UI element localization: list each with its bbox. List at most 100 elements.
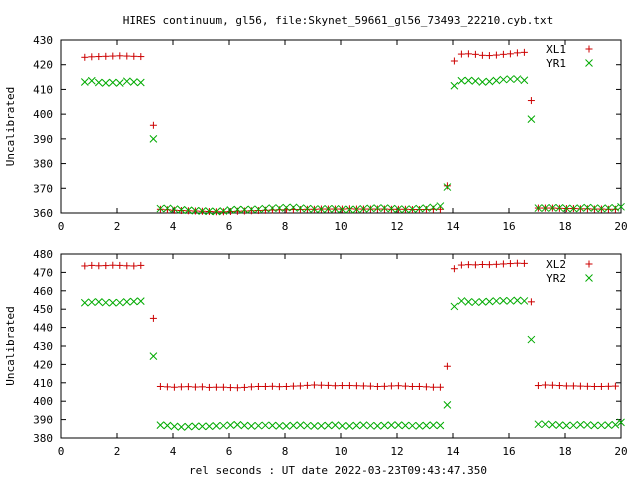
data-point bbox=[303, 204, 312, 213]
data-point bbox=[443, 401, 452, 409]
data-point bbox=[457, 50, 465, 58]
data-point bbox=[205, 383, 213, 391]
data-point bbox=[569, 382, 577, 390]
data-point bbox=[499, 50, 507, 58]
data-point bbox=[233, 384, 241, 392]
data-point bbox=[387, 421, 396, 429]
data-point bbox=[115, 79, 124, 87]
data-point bbox=[149, 314, 157, 322]
legend-label: YR2 bbox=[546, 272, 566, 285]
data-point bbox=[191, 383, 199, 391]
x-tick-label: 14 bbox=[446, 220, 460, 233]
data-point bbox=[485, 52, 493, 60]
data-point bbox=[597, 204, 606, 213]
x-tick-label: 4 bbox=[170, 220, 177, 233]
y-tick-label: 380 bbox=[33, 432, 53, 445]
data-point bbox=[282, 203, 291, 212]
data-point bbox=[366, 205, 374, 213]
data-point bbox=[275, 422, 284, 430]
series-yr2 bbox=[80, 296, 625, 431]
data-point bbox=[254, 205, 263, 214]
data-point bbox=[492, 76, 501, 85]
x-tick-label: 8 bbox=[282, 220, 289, 233]
x-tick-label: 16 bbox=[502, 445, 515, 458]
data-point bbox=[261, 382, 269, 390]
data-point bbox=[123, 262, 131, 270]
data-point bbox=[450, 57, 458, 65]
data-point bbox=[471, 77, 480, 85]
x-tick-label: 12 bbox=[390, 220, 403, 233]
data-point bbox=[506, 260, 514, 268]
chart-title: HIRES continuum, gl56, file:Skynet_59661… bbox=[123, 14, 553, 27]
data-point bbox=[129, 297, 138, 306]
data-point bbox=[116, 261, 124, 269]
data-point bbox=[191, 206, 200, 215]
data-point bbox=[156, 205, 164, 213]
data-point bbox=[352, 205, 361, 214]
data-point bbox=[617, 202, 625, 211]
legend-label: XL1 bbox=[546, 43, 566, 56]
data-point bbox=[597, 382, 605, 390]
data-point bbox=[513, 75, 522, 83]
data-point bbox=[81, 262, 89, 270]
data-point bbox=[352, 421, 361, 430]
data-point bbox=[387, 205, 395, 213]
data-point bbox=[436, 202, 445, 210]
data-point bbox=[373, 205, 381, 213]
data-point bbox=[576, 204, 585, 212]
data-point bbox=[95, 262, 103, 270]
data-point bbox=[310, 422, 319, 430]
data-point bbox=[380, 205, 388, 213]
x-tick-label: 0 bbox=[58, 445, 65, 458]
data-point bbox=[226, 206, 235, 214]
y-tick-label: 400 bbox=[33, 395, 53, 408]
data-point bbox=[240, 205, 249, 214]
data-point bbox=[170, 422, 179, 431]
data-point bbox=[366, 382, 374, 390]
data-point bbox=[282, 382, 290, 390]
x-tick-label: 2 bbox=[114, 445, 121, 458]
data-point bbox=[387, 204, 396, 213]
data-point bbox=[88, 53, 96, 61]
data-point bbox=[254, 382, 262, 390]
series-xl2 bbox=[81, 259, 619, 392]
data-point bbox=[548, 381, 556, 389]
data-point bbox=[436, 383, 444, 391]
y-axis-label: Uncalibrated bbox=[4, 306, 17, 385]
data-point bbox=[212, 207, 221, 216]
data-point bbox=[485, 77, 494, 86]
x-tick-label: 16 bbox=[502, 220, 515, 233]
data-point bbox=[527, 298, 535, 306]
y-tick-label: 390 bbox=[33, 133, 53, 146]
data-point bbox=[436, 205, 444, 213]
x-tick-label: 0 bbox=[58, 220, 65, 233]
data-point bbox=[324, 204, 333, 213]
data-point bbox=[109, 261, 117, 269]
data-point bbox=[520, 259, 528, 267]
data-point bbox=[233, 420, 242, 429]
series-xl1 bbox=[81, 48, 619, 216]
data-point bbox=[317, 205, 326, 213]
data-point bbox=[617, 418, 625, 427]
data-point bbox=[80, 298, 89, 307]
data-point bbox=[137, 53, 145, 61]
data-point bbox=[122, 297, 131, 306]
data-point bbox=[233, 205, 242, 214]
data-point bbox=[429, 383, 437, 391]
data-point bbox=[102, 262, 110, 270]
data-point bbox=[499, 296, 508, 305]
data-point bbox=[254, 207, 262, 215]
data-point bbox=[247, 207, 255, 215]
data-point bbox=[457, 297, 466, 305]
data-point bbox=[373, 422, 382, 430]
y-tick-label: 420 bbox=[33, 59, 53, 72]
data-point bbox=[520, 76, 529, 85]
x-axis-label: rel seconds : UT date 2022-03-23T09:43:4… bbox=[189, 464, 487, 477]
data-point bbox=[94, 78, 103, 87]
data-point bbox=[219, 383, 227, 391]
data-point bbox=[555, 382, 563, 390]
y-tick-label: 370 bbox=[33, 182, 53, 195]
data-point bbox=[422, 421, 431, 430]
legend-marker bbox=[585, 260, 593, 268]
